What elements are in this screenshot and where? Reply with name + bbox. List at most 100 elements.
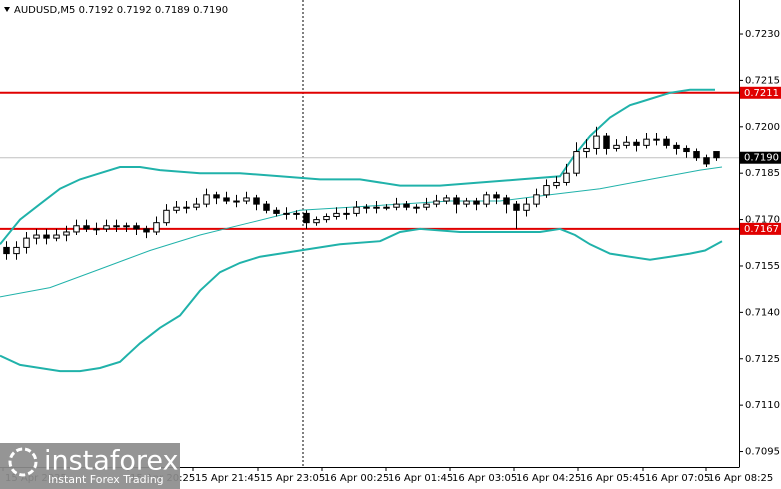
candle-body bbox=[123, 225, 130, 228]
candle-body bbox=[33, 234, 40, 239]
candle-body bbox=[363, 206, 370, 209]
level-price-label: 0.7167 bbox=[744, 224, 779, 235]
x-tick-label: 16 Apr 04:25 bbox=[516, 473, 581, 484]
candle-body bbox=[683, 147, 690, 153]
x-tick-label: 15 Apr 21:45 bbox=[195, 473, 260, 484]
candle-body bbox=[233, 200, 240, 203]
logo-tagline: Instant Forex Trading bbox=[48, 473, 164, 486]
candle-body bbox=[423, 203, 430, 208]
candle-body bbox=[553, 181, 560, 187]
candle-body bbox=[53, 234, 60, 239]
y-tick-label: 0.7215 bbox=[745, 75, 780, 86]
indicator-line bbox=[0, 88, 715, 245]
candle-body bbox=[273, 209, 280, 214]
candle-body bbox=[103, 225, 110, 230]
candle-body bbox=[533, 194, 540, 205]
candle-body bbox=[443, 197, 450, 202]
candle-body bbox=[173, 206, 180, 211]
x-tick-label: 16 Apr 07:05 bbox=[645, 473, 710, 484]
level-price-box bbox=[740, 86, 781, 99]
candle-body bbox=[693, 151, 700, 159]
level-price-label: 0.7211 bbox=[744, 88, 779, 99]
candle-body bbox=[333, 212, 340, 217]
candle-body bbox=[583, 147, 590, 153]
candle-body bbox=[513, 203, 520, 211]
candle-body bbox=[13, 246, 20, 255]
x-tick-label: 15 Apr 23:05 bbox=[260, 473, 325, 484]
candle-body bbox=[73, 225, 80, 233]
y-tick-label: 0.7185 bbox=[745, 168, 780, 179]
last-price-box bbox=[740, 151, 781, 164]
y-tick-label: 0.7170 bbox=[745, 215, 780, 226]
candle-body bbox=[713, 151, 720, 159]
level-price-box bbox=[740, 222, 781, 235]
candle-body bbox=[43, 234, 50, 239]
logo-name: instaforex bbox=[44, 446, 178, 477]
candle-body bbox=[463, 200, 470, 205]
x-tick-label: 16 Apr 00:25 bbox=[324, 473, 389, 484]
y-tick-label: 0.7140 bbox=[745, 307, 780, 318]
candle-body bbox=[193, 203, 200, 208]
candle-body bbox=[673, 144, 680, 149]
logo-icon bbox=[8, 447, 38, 477]
candle-body bbox=[83, 225, 90, 230]
candle-body bbox=[153, 222, 160, 233]
candle-body bbox=[283, 212, 290, 215]
candle-body bbox=[313, 219, 320, 224]
last-price-label: 0.7190 bbox=[744, 153, 779, 164]
candle-body bbox=[183, 206, 190, 209]
candle-body bbox=[393, 203, 400, 208]
candle-body bbox=[93, 228, 100, 231]
y-tick-label: 0.7095 bbox=[745, 447, 780, 458]
candle-body bbox=[223, 197, 230, 202]
candle-body bbox=[493, 194, 500, 199]
candle-body bbox=[3, 246, 10, 255]
candle-body bbox=[603, 135, 610, 149]
y-tick-label: 0.7230 bbox=[745, 29, 780, 40]
candle-body bbox=[263, 203, 270, 211]
candle-body bbox=[663, 138, 670, 146]
y-tick-label: 0.7110 bbox=[745, 400, 780, 411]
candle-body bbox=[23, 237, 30, 248]
candle-body bbox=[253, 197, 260, 205]
candle-body bbox=[143, 228, 150, 233]
candle-body bbox=[243, 197, 250, 202]
indicator-line bbox=[0, 166, 723, 298]
candle-body bbox=[563, 172, 570, 183]
candle-body bbox=[543, 185, 550, 196]
candle-body bbox=[643, 138, 650, 146]
x-tick-label: 16 Apr 08:25 bbox=[708, 473, 773, 484]
candle-body bbox=[383, 206, 390, 209]
candle-body bbox=[63, 231, 70, 236]
candle-body bbox=[403, 203, 410, 208]
candle-body bbox=[433, 200, 440, 205]
candle-body bbox=[343, 212, 350, 215]
candle-body bbox=[373, 206, 380, 209]
x-tick-label: 16 Apr 01:45 bbox=[388, 473, 453, 484]
candle-body bbox=[413, 206, 420, 209]
candle-body bbox=[653, 138, 660, 141]
candle-body bbox=[213, 194, 220, 199]
candle-body bbox=[623, 141, 630, 146]
x-tick-label: 16 Apr 03:05 bbox=[452, 473, 517, 484]
candle-body bbox=[113, 225, 120, 228]
candle-body bbox=[473, 200, 480, 205]
candle-body bbox=[573, 151, 580, 174]
y-tick-label: 0.7125 bbox=[745, 354, 780, 365]
candle-body bbox=[503, 197, 510, 205]
candle-body bbox=[483, 194, 490, 205]
candle-body bbox=[133, 225, 140, 230]
y-tick-label: 0.7200 bbox=[745, 122, 780, 133]
candle-body bbox=[523, 203, 530, 211]
candle-body bbox=[453, 197, 460, 205]
candle-body bbox=[293, 212, 300, 215]
candle-body bbox=[303, 212, 310, 224]
candle-body bbox=[633, 141, 640, 146]
menu-icon bbox=[4, 7, 10, 12]
candle-body bbox=[203, 194, 210, 205]
candle-body bbox=[703, 157, 710, 165]
x-tick-label: 16 Apr 05:45 bbox=[580, 473, 645, 484]
chart-title: AUDUSD,M5 0.7192 0.7192 0.7189 0.7190 bbox=[14, 5, 228, 16]
